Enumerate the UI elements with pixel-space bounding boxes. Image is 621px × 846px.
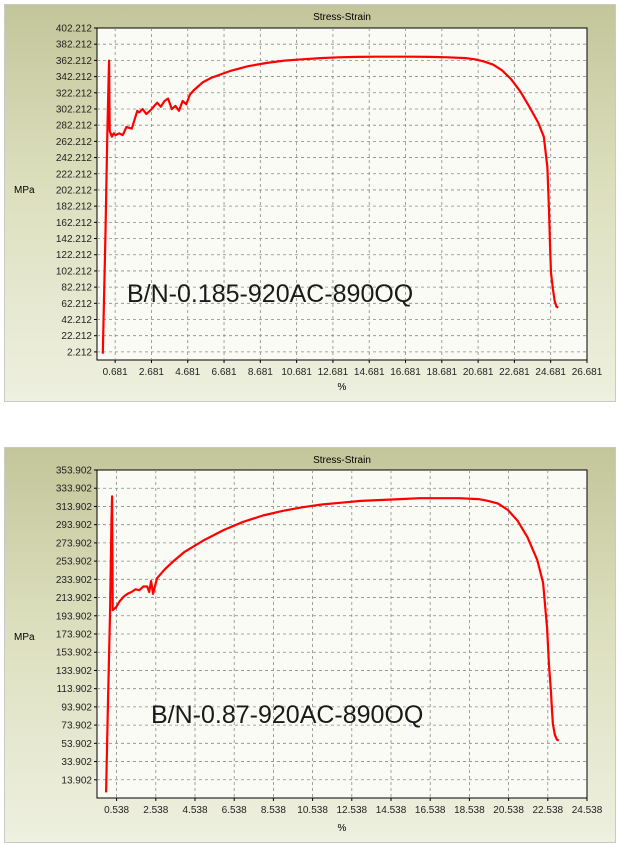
chart1-y-tick-label: 82.212 — [61, 283, 92, 294]
chart1-x-tick-label: 0.681 — [103, 367, 128, 378]
chart2-y-tick-label: 333.902 — [56, 484, 93, 495]
chart2-x-tick-label: 0.538 — [104, 805, 129, 816]
chart2-series-line-1 — [105, 495, 560, 793]
chart2-y-tick-label: 133.902 — [56, 666, 93, 677]
chart1-x-tick-label: 20.681 — [463, 367, 494, 378]
chart2-x-tick-label: 12.538 — [337, 805, 368, 816]
chart1-x-tick-label: 6.681 — [212, 367, 237, 378]
chart2-annotation: B/N-0.87-920AC-890OQ — [151, 701, 423, 729]
chart1-y-tick-label: 362.212 — [56, 56, 93, 67]
chart2-y-tick-label: 353.902 — [56, 466, 93, 477]
chart2-x-axis-label: % — [338, 823, 347, 834]
chart2-y-tick-label: 113.902 — [57, 684, 93, 695]
chart2-x-tick-label: 14.538 — [376, 805, 407, 816]
chart1-y-axis-label: MPa — [14, 185, 35, 196]
chart1-x-tick-label: 8.681 — [248, 367, 273, 378]
chart1-y-tick-label: 142.212 — [56, 234, 93, 245]
chart1-y-tick-label: 222.212 — [56, 169, 93, 180]
chart1-x-tick-label: 22.681 — [499, 367, 530, 378]
chart1-y-tick-label: 282.212 — [56, 121, 93, 132]
chart1-x-tick-label: 24.681 — [535, 367, 566, 378]
chart1-x-tick-label: 12.681 — [318, 367, 349, 378]
chart2-title: Stress-Strain — [313, 455, 371, 466]
chart2-y-tick-label: 293.902 — [56, 520, 93, 531]
chart1-y-tick-label: 122.212 — [56, 250, 93, 261]
chart1-y-tick-label: 302.212 — [56, 104, 93, 115]
chart1-x-tick-label: 4.681 — [175, 367, 200, 378]
chart1-y-tick-label: 22.212 — [61, 331, 92, 342]
chart1-plot-area — [96, 27, 588, 361]
chart2-y-tick-label: 313.902 — [56, 502, 93, 513]
chart1-annotation: B/N-0.185-920AC-890OQ — [127, 280, 413, 308]
chart1-y-tick-label: 402.212 — [56, 24, 93, 35]
chart2-y-tick-label: 233.902 — [56, 575, 93, 586]
chart2-x-tick-label: 4.538 — [182, 805, 207, 816]
chart-panel-1: Stress-Strain 2.212 22.212 42.212 62.212 82.2… — [4, 4, 616, 402]
chart1-x-tick-label: 2.681 — [139, 367, 164, 378]
chart1-x-tick-label: 10.681 — [281, 367, 312, 378]
chart1-y-tick-label: 42.212 — [61, 315, 92, 326]
chart2-y-tick-label: 273.902 — [56, 538, 93, 549]
chart2-x-tick-label: 6.538 — [222, 805, 247, 816]
chart1-y-tick-label: 382.212 — [56, 40, 93, 51]
chart1-y-tick-label: 262.212 — [56, 137, 93, 148]
chart2-x-tick-label: 16.538 — [415, 805, 446, 816]
chart1-x-axis-label: % — [338, 382, 347, 393]
chart1-x-tick-label: 26.681 — [572, 367, 603, 378]
chart-panel-2: Stress-Strain 13.902 33.902 53.902 73.902 93.… — [4, 447, 616, 843]
chart2-y-axis-label: MPa — [14, 632, 35, 643]
chart1-y-tick-label: 342.212 — [56, 72, 93, 83]
chart2-y-tick-label: 153.902 — [56, 648, 93, 659]
chart2-y-tick-label: 93.902 — [61, 702, 92, 713]
chart1-x-tick-label: 14.681 — [354, 367, 385, 378]
chart1-y-tick-label: 202.212 — [56, 185, 93, 196]
chart1-y-tick-label: 62.212 — [61, 299, 92, 310]
chart1-y-tick-label: 322.212 — [56, 88, 93, 99]
chart1-series-line-1 — [101, 55, 559, 354]
stress-strain-chart-2: Stress-Strain 13.902 33.902 53.902 73.902 93.… — [14, 455, 603, 834]
stress-strain-chart-1: Stress-Strain 2.212 22.212 42.212 62.212 82.2… — [14, 12, 603, 393]
chart2-y-tick-label: 13.902 — [61, 775, 92, 786]
chart1-y-tick-label: 102.212 — [56, 266, 93, 277]
chart2-y-tick-label: 193.902 — [56, 611, 93, 622]
chart1-title: Stress-Strain — [313, 12, 371, 23]
chart1-y-tick-label: 182.212 — [56, 202, 93, 213]
chart2-y-tick-label: 253.902 — [56, 557, 93, 568]
chart1-x-tick-label: 18.681 — [427, 367, 458, 378]
chart2-x-tick-label: 20.538 — [493, 805, 524, 816]
chart1-y-tick-label: 162.212 — [56, 218, 93, 229]
chart2-y-tick-label: 53.902 — [61, 739, 92, 750]
chart2-y-tick-label: 173.902 — [56, 630, 93, 641]
chart1-y-tick-label: 2.212 — [67, 347, 92, 358]
chart2-y-tick-label: 33.902 — [61, 757, 92, 768]
chart2-x-tick-label: 22.538 — [533, 805, 564, 816]
chart2-x-tick-label: 8.538 — [261, 805, 286, 816]
chart2-x-tick-label: 2.538 — [143, 805, 168, 816]
chart2-x-tick-label: 24.538 — [572, 805, 603, 816]
chart2-y-tick-label: 73.902 — [61, 721, 92, 732]
chart2-y-tick-label: 213.902 — [56, 593, 93, 604]
chart1-y-tick-label: 242.212 — [56, 153, 93, 164]
chart1-x-tick-label: 16.681 — [390, 367, 421, 378]
chart2-x-tick-label: 18.538 — [454, 805, 485, 816]
chart2-x-tick-label: 10.538 — [297, 805, 328, 816]
